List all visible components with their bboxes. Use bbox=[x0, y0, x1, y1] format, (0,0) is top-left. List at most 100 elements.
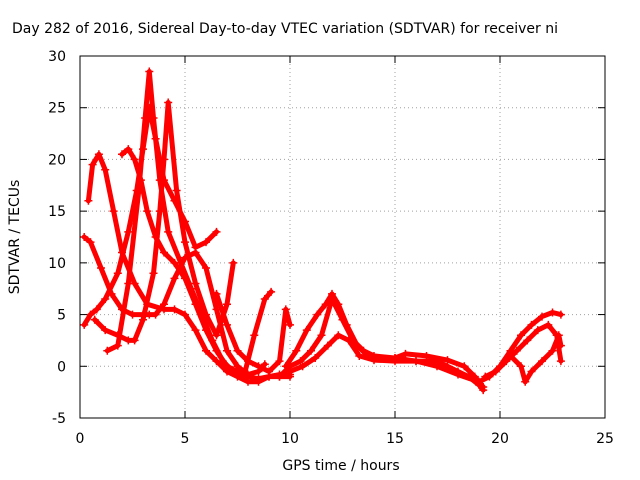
series-line bbox=[277, 296, 486, 393]
data-point-plus bbox=[281, 305, 290, 314]
data-point-plus bbox=[292, 346, 301, 355]
data-point-plus bbox=[311, 354, 320, 363]
data-point-plus bbox=[164, 227, 173, 236]
data-point-plus bbox=[113, 269, 122, 278]
data-point-plus bbox=[323, 341, 332, 350]
data-point-plus bbox=[128, 310, 137, 319]
data-point-plus bbox=[265, 367, 273, 376]
data-point-plus bbox=[202, 238, 210, 247]
series-arc-8 bbox=[275, 295, 488, 395]
data-point-plus bbox=[239, 372, 248, 381]
data-point-plus bbox=[254, 374, 263, 383]
data-point-plus bbox=[181, 238, 189, 247]
data-point-plus bbox=[422, 351, 431, 360]
data-point-plus bbox=[223, 346, 231, 355]
data-point-plus bbox=[328, 289, 336, 298]
data-point-plus bbox=[170, 274, 179, 283]
data-point-plus bbox=[544, 320, 553, 329]
data-point-plus bbox=[84, 196, 93, 205]
data-point-plus bbox=[218, 357, 227, 366]
x-tick-label: 10 bbox=[281, 431, 299, 447]
data-point-plus bbox=[187, 284, 196, 293]
data-point-plus bbox=[155, 207, 164, 216]
data-point-plus bbox=[149, 114, 158, 123]
x-tick-label: 5 bbox=[181, 431, 190, 447]
data-point-plus bbox=[401, 349, 410, 358]
data-point-plus bbox=[124, 279, 133, 288]
x-tick-label: 20 bbox=[491, 431, 509, 447]
data-point-plus bbox=[527, 320, 536, 329]
data-point-plus bbox=[101, 165, 110, 174]
data-point-plus bbox=[202, 346, 210, 355]
data-point-plus bbox=[302, 326, 311, 335]
y-tick-label: -5 bbox=[52, 411, 66, 427]
series-arc-12 bbox=[506, 331, 565, 386]
data-point-plus bbox=[212, 331, 221, 340]
data-point-plus bbox=[134, 186, 143, 195]
data-point-plus bbox=[517, 362, 525, 371]
data-point-plus bbox=[298, 362, 307, 371]
data-point-plus bbox=[307, 346, 315, 355]
data-point-plus bbox=[260, 295, 269, 304]
data-point-plus bbox=[512, 346, 521, 355]
y-axis-label: SDTVAR / TECUs bbox=[7, 180, 23, 295]
data-point-plus bbox=[321, 300, 330, 309]
data-point-plus bbox=[233, 346, 242, 355]
data-point-plus bbox=[506, 351, 515, 360]
data-point-plus bbox=[275, 372, 284, 381]
y-tick-label: 0 bbox=[57, 359, 66, 375]
data-point-plus bbox=[244, 357, 252, 366]
data-point-plus bbox=[313, 310, 322, 319]
chart-title: Day 282 of 2016, Sidereal Day-to-day VTE… bbox=[12, 21, 558, 37]
data-point-plus bbox=[229, 258, 238, 267]
data-point-plus bbox=[479, 382, 488, 391]
data-point-plus bbox=[223, 320, 231, 329]
data-point-plus bbox=[527, 367, 536, 376]
data-point-plus bbox=[223, 300, 231, 309]
data-point-plus bbox=[212, 289, 221, 298]
x-axis-label: GPS time / hours bbox=[282, 458, 399, 474]
data-point-plus bbox=[554, 331, 563, 340]
data-point-plus bbox=[113, 331, 122, 340]
data-point-plus bbox=[164, 98, 173, 107]
data-point-plus bbox=[160, 305, 168, 314]
data-point-plus bbox=[212, 227, 221, 236]
data-point-plus bbox=[101, 326, 110, 335]
data-point-plus bbox=[334, 300, 343, 309]
y-tick-label: 15 bbox=[48, 204, 66, 220]
data-point-plus bbox=[80, 320, 89, 329]
data-point-plus bbox=[556, 357, 565, 366]
data-point-plus bbox=[191, 243, 200, 252]
series-line bbox=[283, 291, 486, 390]
data-point-plus bbox=[391, 357, 399, 366]
data-point-plus bbox=[355, 351, 364, 360]
data-point-plus bbox=[275, 357, 284, 366]
y-tick-label: 20 bbox=[48, 152, 66, 168]
data-point-plus bbox=[160, 248, 168, 257]
data-point-plus bbox=[229, 367, 238, 376]
data-point-plus bbox=[88, 160, 97, 169]
data-point-plus bbox=[334, 331, 343, 340]
data-point-plus bbox=[548, 308, 557, 317]
x-tick-label: 25 bbox=[596, 431, 614, 447]
data-point-plus bbox=[433, 362, 441, 371]
data-point-plus bbox=[454, 370, 462, 379]
data-point-plus bbox=[141, 114, 150, 123]
data-point-plus bbox=[160, 155, 168, 164]
data-point-plus bbox=[191, 326, 200, 335]
data-point-plus bbox=[124, 227, 133, 236]
data-point-plus bbox=[170, 305, 179, 314]
series-arc-6 bbox=[90, 98, 238, 345]
plot-frame bbox=[79, 55, 606, 419]
data-point-plus bbox=[103, 346, 112, 355]
data-point-plus bbox=[90, 315, 99, 324]
data-point-plus bbox=[517, 331, 525, 340]
data-point-plus bbox=[548, 346, 557, 355]
data-point-plus bbox=[267, 287, 276, 296]
x-tick-label: 0 bbox=[76, 431, 85, 447]
data-point-plus bbox=[149, 269, 158, 278]
y-tick-label: 10 bbox=[48, 256, 66, 272]
data-point-plus bbox=[538, 312, 546, 321]
data-point-plus bbox=[208, 336, 217, 345]
data-point-plus bbox=[124, 145, 133, 154]
